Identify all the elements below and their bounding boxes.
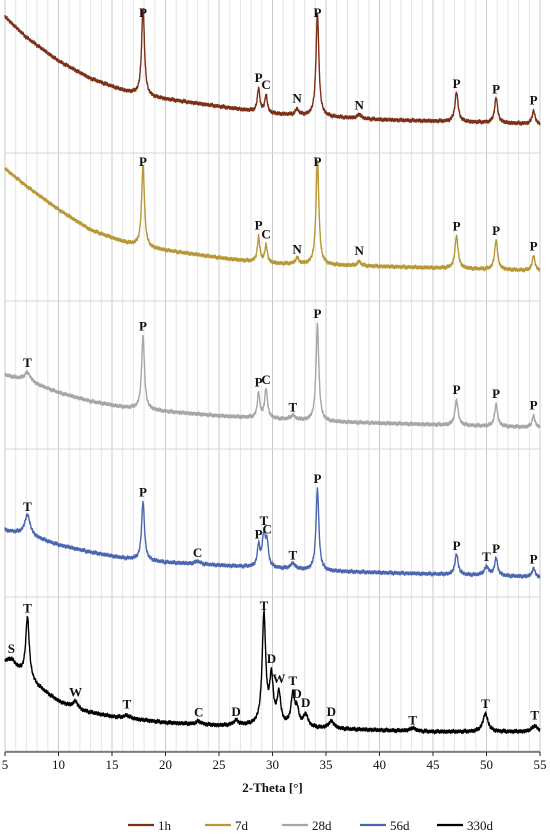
x-axis-title: 2-Theta [°] <box>242 780 302 795</box>
peak-label: P <box>530 239 538 254</box>
x-tick-label: 30 <box>266 757 279 772</box>
peak-label: P <box>139 319 147 334</box>
peak-label: T <box>408 712 417 727</box>
peak-label: D <box>267 651 276 666</box>
peak-label: T <box>23 355 32 370</box>
series-line-330d <box>4 609 541 735</box>
peak-label: P <box>313 154 321 169</box>
peak-label: T <box>123 697 132 712</box>
x-tick-label: 35 <box>320 757 333 772</box>
peak-label: P <box>492 223 500 238</box>
peak-label: N <box>354 243 364 258</box>
peak-label: W <box>69 685 82 700</box>
peak-label: P <box>492 541 500 556</box>
peak-label: P <box>139 154 147 169</box>
x-tick-label: 10 <box>52 757 65 772</box>
x-tick-label: 45 <box>427 757 440 772</box>
peak-label: D <box>231 704 240 719</box>
peak-label: T <box>288 547 297 562</box>
peak-label: T <box>482 549 491 564</box>
peak-label: P <box>255 217 263 232</box>
legend-label: 1h <box>158 818 172 833</box>
x-tick-label: 15 <box>106 757 119 772</box>
peak-label: P <box>453 538 461 553</box>
peak-label: C <box>261 372 270 387</box>
peak-label: W <box>272 671 285 686</box>
peak-label: T <box>260 598 269 613</box>
peak-label: P <box>530 551 538 566</box>
legend-label: 56d <box>390 818 410 833</box>
peak-label: C <box>193 545 202 560</box>
peak-label: P <box>255 70 263 85</box>
peak-label: P <box>453 382 461 397</box>
peak-label: N <box>292 242 302 257</box>
peak-label: P <box>492 386 500 401</box>
peak-label: P <box>139 484 147 499</box>
legend-label: 28d <box>312 818 332 833</box>
series-line-1h <box>4 8 541 126</box>
peak-label: T <box>530 708 539 723</box>
series-line-28d <box>4 322 541 430</box>
peak-label: P <box>255 526 263 541</box>
peak-label: T <box>481 696 490 711</box>
peak-label: T <box>288 399 297 414</box>
peak-label: D <box>292 686 301 701</box>
gridlines <box>4 0 541 752</box>
peak-label: P <box>530 398 538 413</box>
peak-label: P <box>313 471 321 486</box>
series-line-7d <box>4 159 541 273</box>
peak-label: C <box>262 521 271 536</box>
peak-label: D <box>327 704 336 719</box>
peak-label: P <box>255 375 263 390</box>
diffraction-traces <box>4 8 541 735</box>
peak-label: P <box>492 82 500 97</box>
peak-label: P <box>453 76 461 91</box>
peak-label: S <box>8 641 15 656</box>
peak-label: C <box>261 227 270 242</box>
series-line-56d <box>4 487 541 579</box>
peak-label: T <box>23 600 32 615</box>
legend-label: 330d <box>467 818 494 833</box>
peak-label: P <box>313 5 321 20</box>
legend: 1h 7d 28d 56d 330d <box>128 818 494 833</box>
legend-label: 7d <box>235 818 249 833</box>
peak-label: N <box>292 91 302 106</box>
x-axis: 5 10 15 20 25 30 35 40 45 50 55 <box>2 752 547 772</box>
x-tick-label: 50 <box>480 757 493 772</box>
x-tick-label: 20 <box>159 757 172 772</box>
peak-label: N <box>354 97 364 112</box>
x-tick-label: 40 <box>373 757 386 772</box>
peak-label: D <box>301 695 310 710</box>
x-tick-label: 55 <box>534 757 547 772</box>
peak-label: P <box>453 218 461 233</box>
peak-label: T <box>260 513 269 528</box>
peak-label: T <box>288 673 297 688</box>
x-tick-label: 5 <box>2 757 9 772</box>
peak-label: P <box>530 92 538 107</box>
x-tick-label: 25 <box>213 757 226 772</box>
peak-label: P <box>313 306 321 321</box>
peak-label: T <box>23 499 32 514</box>
peak-label: C <box>261 77 270 92</box>
peak-label: P <box>139 5 147 20</box>
peak-label: C <box>194 704 203 719</box>
